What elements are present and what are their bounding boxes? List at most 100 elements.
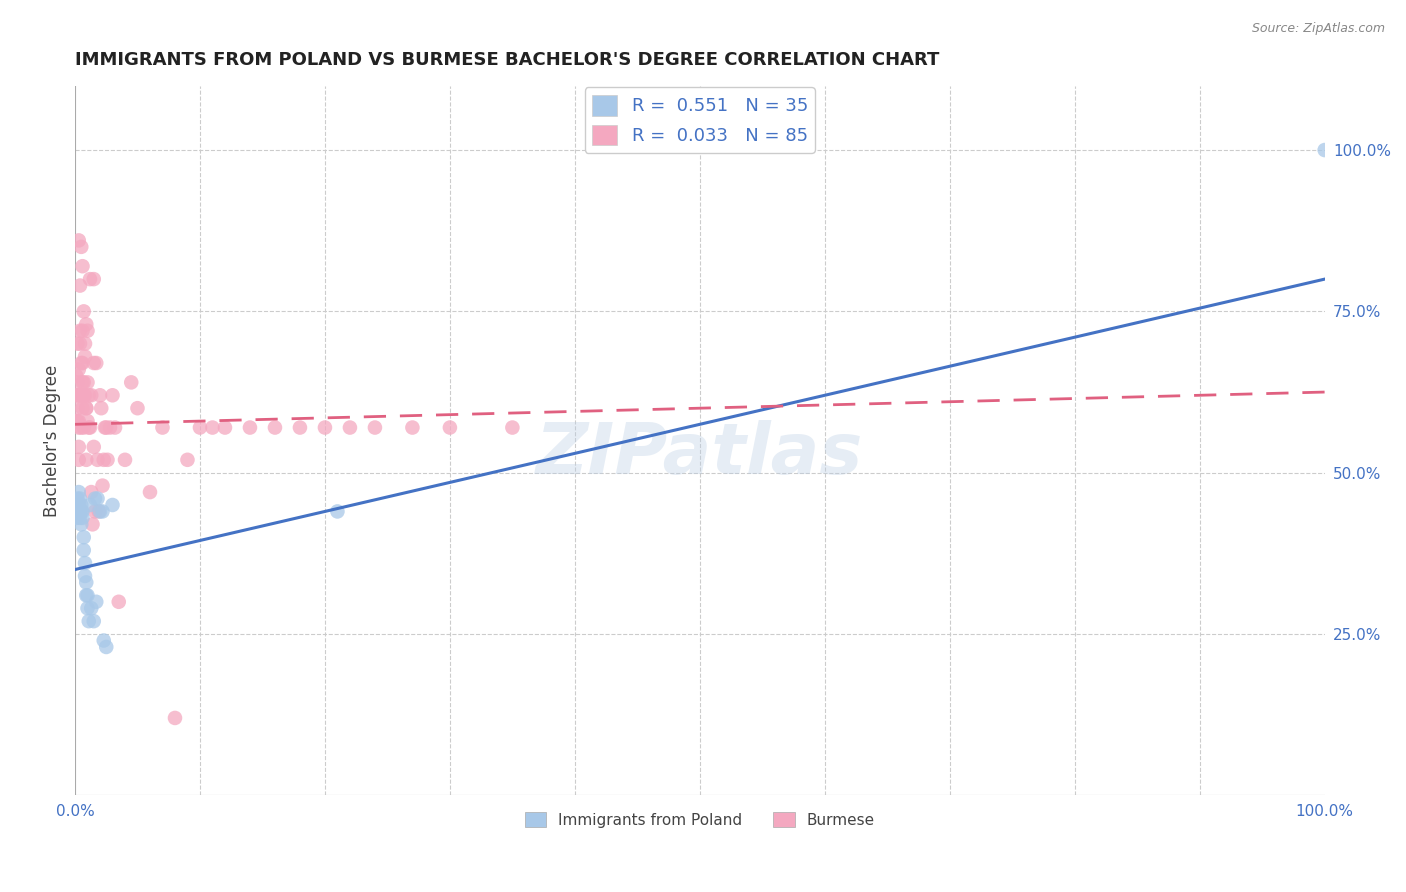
Point [79,272,101,286]
Point [83,356,105,370]
Point [107,595,129,609]
Point [72,511,94,525]
Point [67,362,90,376]
Point [73,350,96,364]
Point [239,420,262,434]
Point [1313,143,1336,157]
Point [76,324,98,338]
Point [90,401,112,416]
Point [72,356,94,370]
Point [73,388,96,402]
Point [72,504,94,518]
Point [201,420,224,434]
Point [93,452,115,467]
Point [120,376,142,390]
Point [69,324,91,338]
Point [69,278,91,293]
Point [364,420,387,434]
Point [101,498,124,512]
Point [87,504,110,518]
Point [67,440,90,454]
Point [501,420,523,434]
Point [401,420,423,434]
Point [86,452,108,467]
Point [75,452,97,467]
Point [79,498,101,512]
Point [76,414,98,428]
Point [73,543,96,558]
Point [96,420,118,434]
Point [80,485,103,500]
Point [288,420,311,434]
Point [89,504,111,518]
Point [80,601,103,615]
Point [72,376,94,390]
Point [70,504,93,518]
Point [65,388,87,402]
Point [439,420,461,434]
Point [67,234,90,248]
Point [75,401,97,416]
Point [104,420,127,434]
Point [89,388,111,402]
Point [65,414,87,428]
Point [86,491,108,506]
Point [76,588,98,602]
Point [79,420,101,434]
Point [84,595,107,609]
Point [264,420,287,434]
Point [66,336,89,351]
Point [70,356,93,370]
Point [163,711,186,725]
Point [80,388,103,402]
Text: ZIPatlas: ZIPatlas [536,420,863,489]
Point [67,485,90,500]
Point [70,388,93,402]
Point [77,388,100,402]
Point [66,414,89,428]
Point [84,504,107,518]
Point [83,614,105,628]
Point [77,420,100,434]
Point [69,388,91,402]
Point [67,414,90,428]
Point [139,485,162,500]
Point [84,491,107,506]
Point [214,420,236,434]
Point [314,420,336,434]
Point [69,504,91,518]
Point [82,517,104,532]
Point [67,498,90,512]
Point [70,498,93,512]
Point [73,388,96,402]
Point [93,633,115,648]
Point [67,388,90,402]
Point [73,420,96,434]
Point [94,420,117,434]
Point [67,452,90,467]
Point [188,420,211,434]
Point [91,478,114,492]
Point [326,504,349,518]
Point [72,401,94,416]
Point [66,376,89,390]
Point [65,368,87,383]
Text: Source: ZipAtlas.com: Source: ZipAtlas.com [1251,22,1385,36]
Point [96,640,118,654]
Point [91,504,114,518]
Point [98,420,121,434]
Point [69,511,91,525]
Point [73,376,96,390]
Point [76,601,98,615]
Point [69,336,91,351]
Point [66,401,89,416]
Point [65,511,87,525]
Point [73,336,96,351]
Point [73,569,96,583]
Point [73,556,96,570]
Point [75,588,97,602]
Y-axis label: Bachelor's Degree: Bachelor's Degree [44,364,60,516]
Point [75,575,97,590]
Point [176,452,198,467]
Point [72,259,94,273]
